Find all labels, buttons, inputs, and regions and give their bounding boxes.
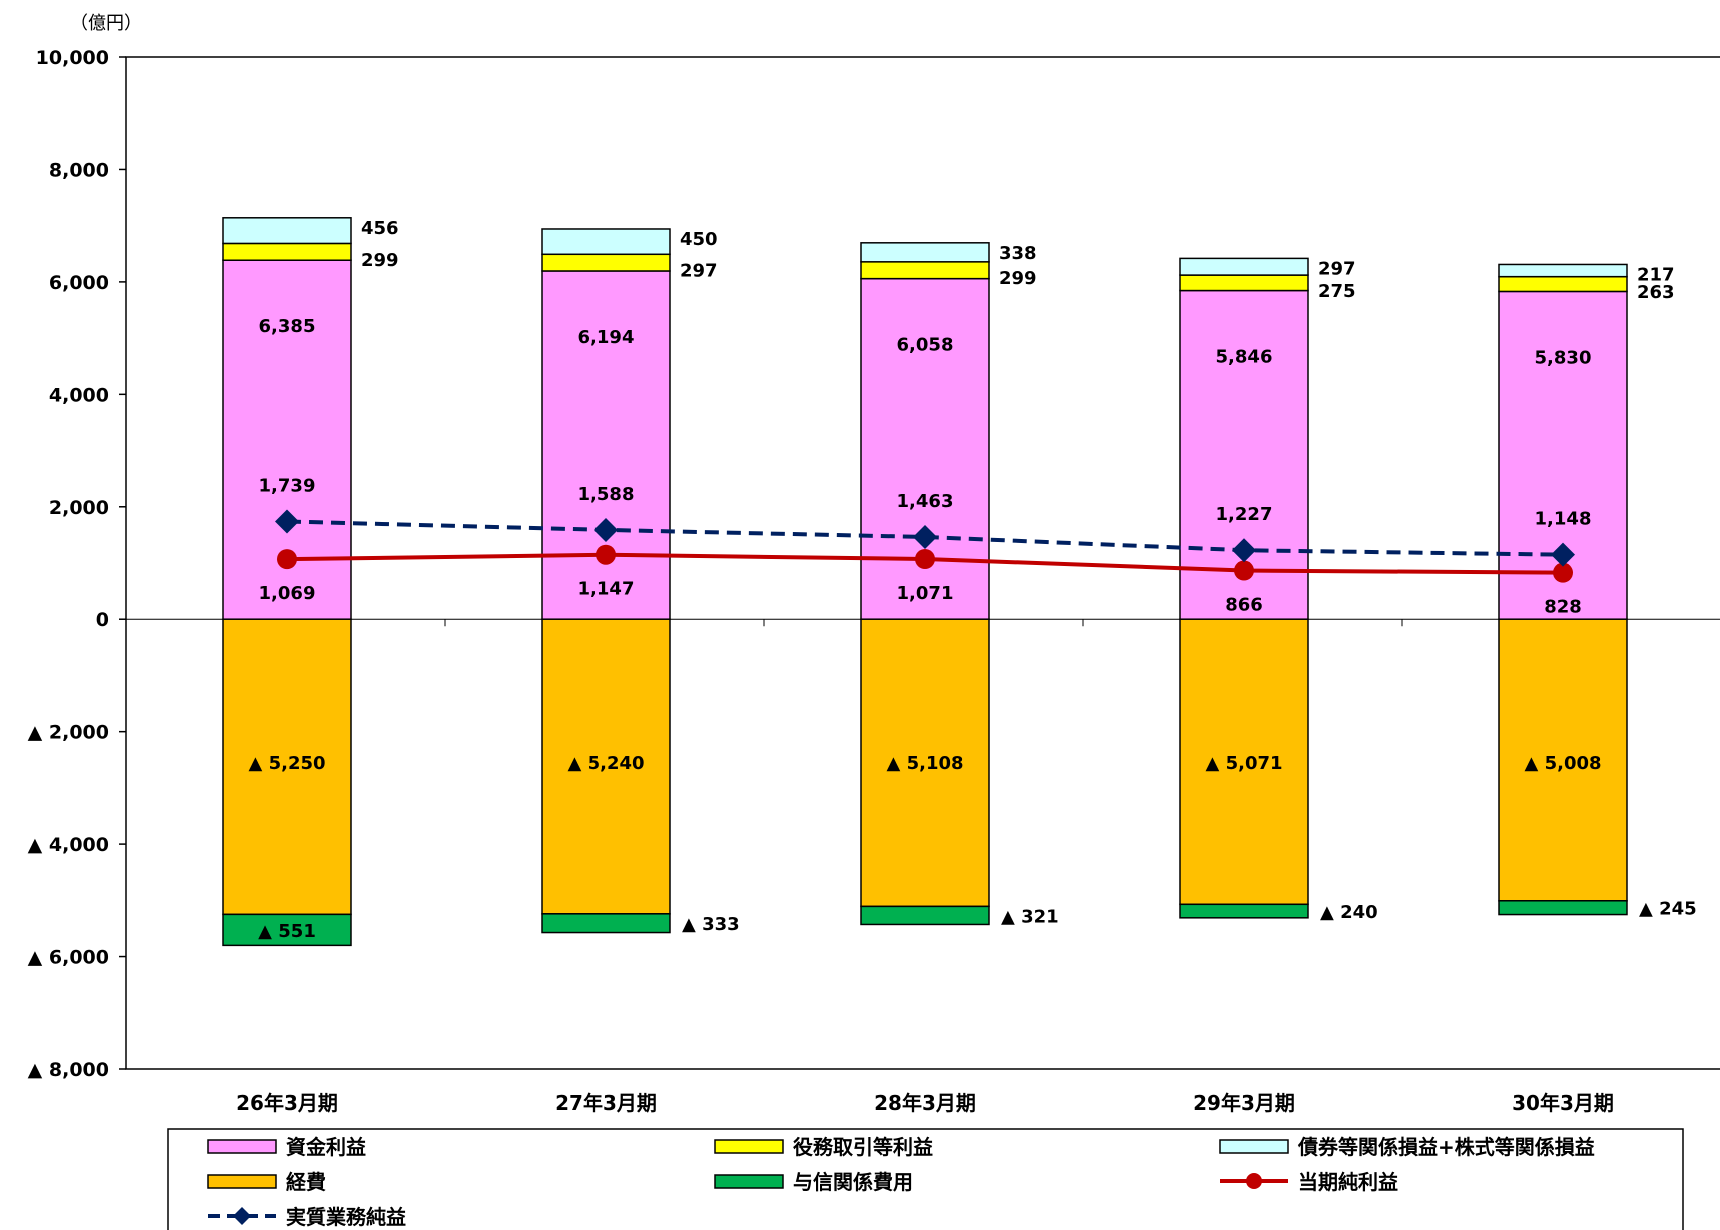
y-tick-label: ▲ 2,000 (28, 722, 109, 744)
legend-label: 当期純利益 (1298, 1170, 1398, 1194)
legend-label: 債券等関係損益+株式等関係損益 (1297, 1135, 1595, 1159)
marker-実質業務純益 (594, 517, 618, 542)
marker-実質業務純益 (1551, 542, 1575, 567)
marker-当期純利益 (596, 544, 616, 565)
label-役務取引等利益: 299 (999, 268, 1037, 289)
bar-経費 (1498, 618, 1628, 902)
legend-swatch (714, 1174, 784, 1189)
bar-役務取引等利益 (222, 242, 352, 261)
marker-当期純利益 (1234, 560, 1254, 581)
y-tick-label: ▲ 6,000 (28, 947, 109, 969)
bar-債券等関係損益 (1179, 257, 1309, 276)
legend-marker (1246, 1173, 1262, 1189)
bar-与信関係費用 (541, 913, 671, 934)
bar-債券等関係損益 (222, 217, 352, 245)
label-当期純利益: 1,069 (259, 583, 316, 604)
plot-frame (125, 56, 1720, 1070)
y-tick-label: 0 (96, 609, 109, 631)
label-実質業務純益: 1,148 (1535, 509, 1592, 530)
legend-swatch (714, 1139, 784, 1154)
bar-与信関係費用 (860, 905, 990, 926)
label-当期純利益: 828 (1544, 597, 1582, 618)
marker-実質業務純益 (1232, 538, 1256, 563)
marker-当期純利益 (915, 549, 935, 570)
label-経費: ▲ 5,250 (248, 753, 325, 774)
label-与信関係費用: ▲ 245 (1639, 899, 1697, 920)
label-債券等関係損益: 338 (999, 243, 1037, 264)
label-経費: ▲ 5,008 (1524, 753, 1601, 774)
label-実質業務純益: 1,588 (578, 484, 635, 505)
bar-役務取引等利益 (1498, 275, 1628, 293)
legend-label: 資金利益 (286, 1135, 366, 1159)
bar-経費 (860, 618, 990, 908)
label-実質業務純益: 1,227 (1216, 504, 1273, 525)
label-資金利益: 6,058 (897, 335, 954, 356)
legend-label: 与信関係費用 (793, 1170, 913, 1194)
bar-役務取引等利益 (860, 261, 990, 280)
bar-役務取引等利益 (541, 253, 671, 272)
y-tick-label: 6,000 (49, 272, 109, 294)
label-当期純利益: 1,147 (578, 579, 635, 600)
y-tick-label: 8,000 (49, 159, 109, 181)
y-tick-label: ▲ 4,000 (28, 834, 109, 856)
marker-実質業務純益 (913, 524, 937, 549)
label-資金利益: 6,385 (259, 316, 316, 337)
label-資金利益: 5,830 (1535, 347, 1592, 368)
label-与信関係費用: ▲ 551 (258, 921, 316, 942)
label-債券等関係損益: 456 (361, 218, 399, 239)
label-当期純利益: 1,071 (897, 583, 954, 604)
bar-与信関係費用 (1498, 900, 1628, 916)
marker-当期純利益 (1553, 562, 1573, 583)
x-category-label: 27年3月期 (555, 1091, 657, 1115)
y-tick-label: 4,000 (49, 384, 109, 406)
legend-label: 実質業務純益 (286, 1205, 406, 1229)
legend-marker (233, 1207, 251, 1225)
label-資金利益: 5,846 (1216, 347, 1273, 368)
y-tick-label: 10,000 (36, 47, 109, 69)
label-資金利益: 6,194 (578, 327, 635, 348)
label-実質業務純益: 1,739 (259, 475, 316, 496)
marker-当期純利益 (277, 549, 297, 570)
label-役務取引等利益: 275 (1318, 281, 1356, 302)
bar-債券等関係損益 (1498, 263, 1628, 278)
label-与信関係費用: ▲ 321 (1001, 906, 1059, 927)
label-債券等関係損益: 217 (1637, 264, 1675, 285)
unit-label: （億円） (70, 13, 142, 34)
bar-債券等関係損益 (541, 228, 671, 256)
y-tick-label: 2,000 (49, 497, 109, 519)
y-tick-label: ▲ 8,000 (28, 1059, 109, 1081)
label-実質業務純益: 1,463 (897, 491, 954, 512)
label-役務取引等利益: 263 (1637, 282, 1675, 303)
label-与信関係費用: ▲ 240 (1320, 902, 1378, 923)
legend-label: 役務取引等利益 (793, 1135, 933, 1159)
label-役務取引等利益: 297 (680, 261, 718, 282)
bar-与信関係費用 (1179, 903, 1309, 919)
legend-swatch (207, 1139, 277, 1154)
label-当期純利益: 866 (1225, 595, 1263, 616)
label-与信関係費用: ▲ 333 (682, 914, 740, 935)
x-category-label: 26年3月期 (236, 1091, 338, 1115)
legend-label: 経費 (286, 1170, 326, 1194)
label-経費: ▲ 5,071 (1205, 753, 1282, 774)
label-債券等関係損益: 450 (680, 229, 718, 250)
label-債券等関係損益: 297 (1318, 258, 1356, 279)
label-経費: ▲ 5,240 (567, 753, 644, 774)
x-category-label: 28年3月期 (874, 1091, 976, 1115)
marker-実質業務純益 (275, 509, 299, 534)
legend-swatch (1219, 1139, 1289, 1154)
bar-経費 (541, 618, 671, 915)
bar-資金利益 (541, 270, 671, 620)
x-category-label: 29年3月期 (1193, 1091, 1295, 1115)
bar-役務取引等利益 (1179, 274, 1309, 292)
bar-債券等関係損益 (860, 242, 990, 263)
bar-与信関係費用 (222, 913, 352, 947)
x-category-label: 30年3月期 (1512, 1091, 1614, 1115)
label-経費: ▲ 5,108 (886, 753, 963, 774)
legend-swatch (207, 1174, 277, 1189)
legend-box (167, 1128, 1684, 1230)
label-役務取引等利益: 299 (361, 250, 399, 271)
